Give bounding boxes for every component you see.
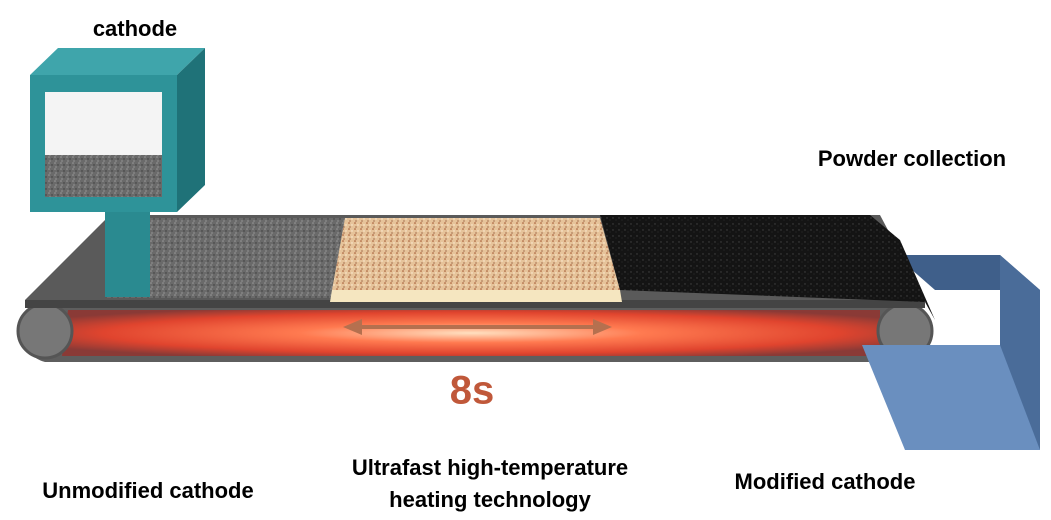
diagram: cathode Powder collection 8s Unmodified …	[0, 0, 1051, 520]
label: cathode	[93, 16, 177, 41]
label: Unmodified cathode	[42, 478, 253, 503]
heated-powder	[332, 218, 620, 290]
duration-label: 8s	[450, 369, 495, 413]
label: Ultrafast high-temperature	[352, 455, 628, 480]
label: Powder collection	[818, 146, 1006, 171]
heating-glow	[62, 310, 880, 356]
roller	[18, 304, 72, 358]
label: heating technology	[389, 487, 591, 512]
label: Modified cathode	[735, 469, 916, 494]
conveyor	[18, 215, 935, 362]
